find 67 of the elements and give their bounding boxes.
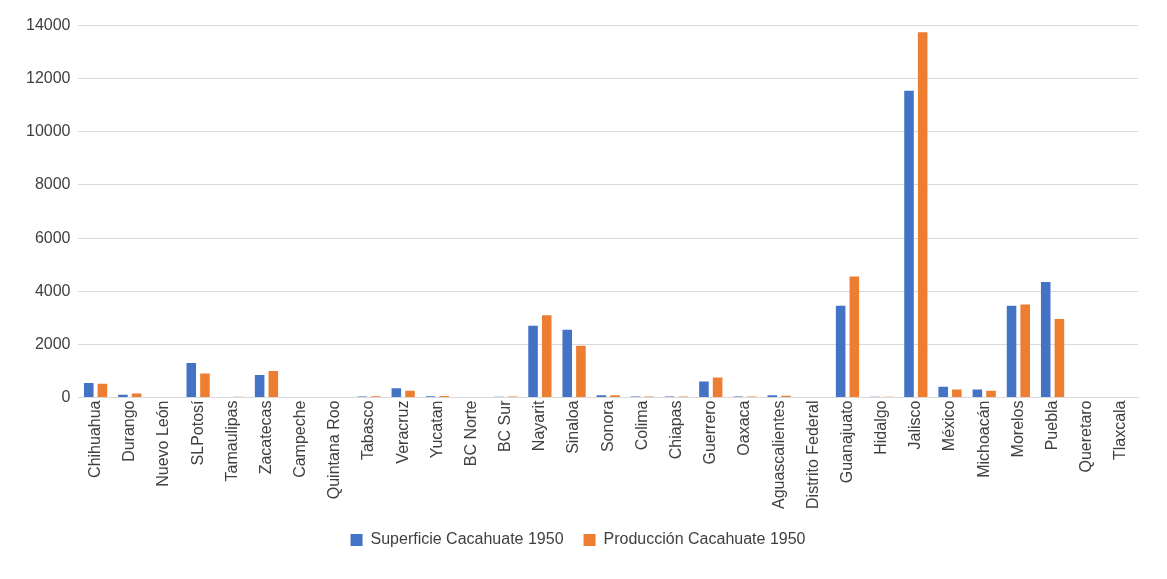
bar: [97, 383, 108, 397]
x-tick-label: Oaxaca: [735, 400, 753, 456]
x-tick-label: Tlaxcala: [1111, 400, 1129, 461]
y-tick-label: 4000: [34, 281, 71, 299]
x-tick-label: Queretaro: [1077, 400, 1095, 473]
x-tick-label: Quintana Roo: [325, 400, 343, 500]
bar: [186, 362, 197, 397]
x-tick-label: Tabasco: [359, 400, 377, 461]
bar: [118, 394, 128, 397]
x-tick-label: Guerrero: [701, 400, 719, 465]
x-tick-label: Chiapas: [667, 400, 685, 460]
x-tick-label: Sonora: [598, 400, 616, 453]
bar: [200, 373, 210, 397]
bar: [1054, 319, 1065, 397]
legend-label: Superficie Cacahuate 1950: [370, 530, 564, 548]
x-tick-label: Distrito Federal: [803, 400, 821, 509]
x-tick-label: Michoacán: [974, 400, 992, 478]
x-tick-label: Tamaulipas: [222, 400, 240, 482]
x-tick-label: México: [940, 400, 958, 452]
x-tick-label: Nayarit: [530, 399, 548, 452]
y-tick-label: 12000: [25, 69, 71, 87]
x-tick-label: BC Sur: [496, 399, 514, 453]
bar: [391, 388, 402, 397]
bar: [952, 389, 962, 397]
y-tick-label: 0: [61, 387, 71, 405]
bar: [268, 370, 279, 397]
bar: [254, 374, 265, 397]
bar: [904, 90, 914, 397]
x-tick-label: Veracruz: [393, 400, 411, 464]
bar: [938, 386, 948, 397]
bar: [1020, 304, 1030, 397]
x-tick-label: Colima: [632, 400, 650, 451]
x-tick-label: Guanajuato: [837, 400, 855, 484]
bar: [562, 329, 573, 397]
x-tick-label: SLPotosí: [188, 399, 206, 466]
y-tick-label: 6000: [34, 228, 71, 246]
y-tick-label: 2000: [34, 334, 71, 352]
x-tick-label: Nuevo León: [154, 400, 172, 487]
bar: [849, 276, 860, 397]
x-tick-label: BC Norte: [461, 400, 479, 467]
x-tick-label: Sinaloa: [564, 400, 582, 454]
x-tick-label: Chihuahua: [85, 400, 103, 478]
x-tick-label: Zacatecas: [256, 400, 274, 475]
y-tick-label: 14000: [25, 16, 71, 34]
bar: [576, 345, 586, 397]
bar: [83, 382, 94, 397]
x-tick-label: Hidalgo: [872, 400, 890, 455]
y-tick-label: 10000: [25, 122, 71, 140]
x-tick-label: Puebla: [1042, 400, 1060, 451]
y-tick-label: 8000: [34, 175, 71, 193]
bar: [405, 390, 415, 397]
bar: [917, 32, 928, 397]
bar: [986, 390, 996, 397]
x-tick-label: Yucatan: [427, 400, 445, 459]
bar: [528, 325, 538, 397]
bar: [712, 377, 723, 397]
bar: [541, 315, 552, 397]
bar: [835, 305, 846, 397]
legend-label: Producción Cacahuate 1950: [603, 530, 806, 548]
x-tick-label: Durango: [120, 400, 138, 462]
bar: [1006, 305, 1017, 397]
x-tick-label: Morelos: [1008, 400, 1026, 458]
x-tick-label: Jalisco: [906, 400, 924, 450]
x-tick-label: Aguascalientes: [769, 400, 787, 509]
bar: [1040, 281, 1051, 397]
x-tick-label: Campeche: [291, 400, 309, 478]
bar: [699, 381, 709, 397]
